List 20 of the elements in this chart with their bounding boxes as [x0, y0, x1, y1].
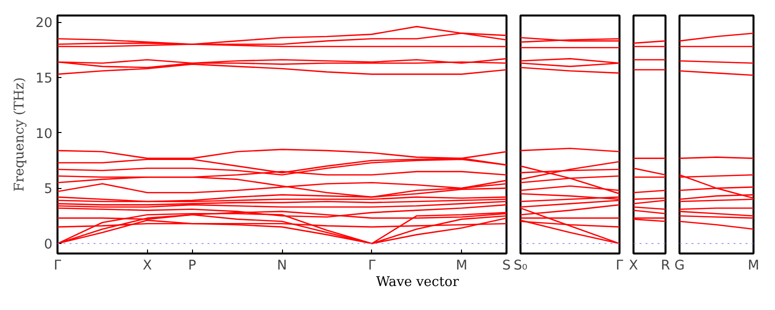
- x-tick-label: Γ: [368, 258, 376, 274]
- x-tick-label: Γ: [616, 258, 624, 274]
- x-tick-label: N: [277, 258, 287, 274]
- x-tick-label: G: [674, 258, 685, 274]
- x-tick-label: Γ: [54, 258, 62, 274]
- y-axis-title: Frequency (THz): [12, 77, 28, 192]
- x-tick-label: X: [628, 258, 638, 274]
- x-tick-label: S₀: [514, 258, 528, 274]
- x-tick-label: X: [142, 258, 152, 274]
- y-tick-label: 15: [36, 71, 53, 86]
- x-axis-title: Wave vector: [376, 274, 459, 292]
- x-tick-label: M: [748, 258, 760, 274]
- y-tick-label: 20: [36, 16, 53, 32]
- x-tick-label: M: [456, 258, 468, 274]
- y-tick-label: 10: [36, 126, 53, 142]
- y-tick-label: 5: [44, 182, 53, 198]
- y-tick-label: 0: [44, 238, 53, 253]
- x-tick-label: S: [502, 258, 511, 274]
- x-tick-label: P: [188, 258, 196, 274]
- x-tick-label: R: [660, 258, 670, 274]
